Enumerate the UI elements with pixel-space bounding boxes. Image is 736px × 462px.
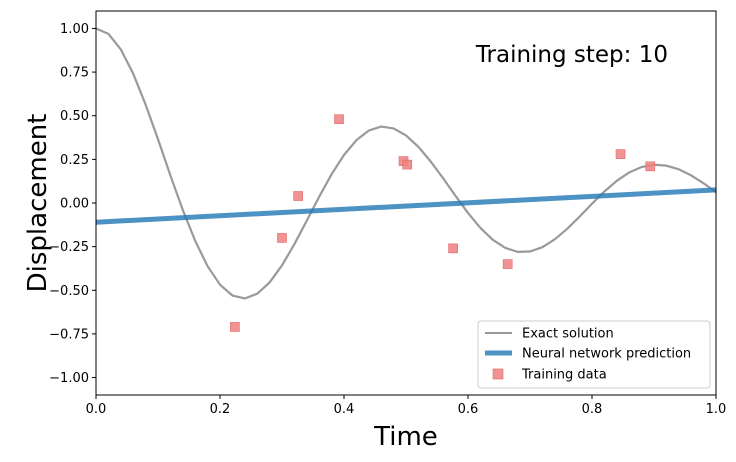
x-tick-label: 0.4 xyxy=(334,402,355,417)
series-line-neural-network-prediction xyxy=(96,187,716,225)
legend-label-training-data: Training data xyxy=(521,368,607,383)
x-tick-label: 0.2 xyxy=(210,402,231,417)
x-tick-label: 0.6 xyxy=(458,402,479,417)
training-data-point xyxy=(502,259,513,269)
training-data-point xyxy=(448,243,458,254)
y-tick-label: 0.00 xyxy=(60,197,89,212)
series-line-exact-solution xyxy=(96,27,716,300)
y-axis-label: Displacement xyxy=(23,114,53,293)
y-tick-label: −1.00 xyxy=(49,371,89,386)
y-tick-label: 0.50 xyxy=(60,109,89,124)
x-tick-label: 1.0 xyxy=(706,402,727,417)
y-tick-label: −0.50 xyxy=(49,284,89,299)
x-tick-label: 0.8 xyxy=(582,402,603,417)
annotation-text: Training step: 10 xyxy=(475,42,668,68)
legend-label-exact-solution: Exact solution xyxy=(522,327,614,342)
legend: Exact solution Neural network prediction… xyxy=(477,320,711,389)
training-data-point xyxy=(645,161,656,172)
y-tick-label: 0.75 xyxy=(60,66,89,81)
series-layer xyxy=(96,27,716,332)
training-data-point xyxy=(334,114,344,125)
training-data-point xyxy=(293,191,303,201)
training-data-point xyxy=(402,159,413,170)
x-axis-label: Time xyxy=(373,422,438,452)
legend-swatch-training-data xyxy=(492,368,504,380)
training-data-point xyxy=(277,233,287,243)
training-data-point xyxy=(615,149,626,159)
ticks-layer: 0.0 0.2 0.4 0.6 0.8 1.0 −1.00 −0.75 −0.50 −0.25 0.… xyxy=(49,22,726,417)
legend-box xyxy=(477,320,711,389)
y-tick-label: −0.75 xyxy=(49,327,89,342)
y-tick-label: −0.25 xyxy=(49,240,89,255)
y-tick-label: 0.25 xyxy=(60,153,89,168)
legend-label-neural-network-prediction: Neural network prediction xyxy=(522,347,691,362)
x-tick-label: 0.0 xyxy=(86,402,107,417)
training-data-point xyxy=(230,322,240,332)
y-tick-label: 1.00 xyxy=(60,22,89,37)
